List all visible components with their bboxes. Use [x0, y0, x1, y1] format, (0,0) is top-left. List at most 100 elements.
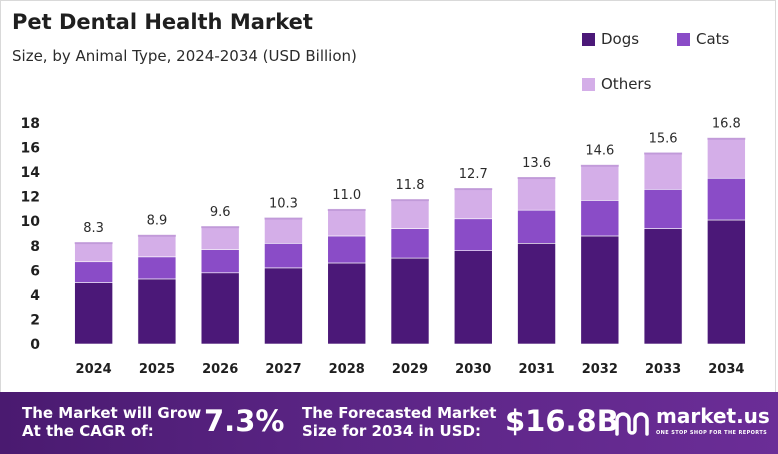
bar-segment-cats [137, 256, 177, 280]
bar-total-label: 9.6 [210, 205, 231, 220]
legend-swatch-others [582, 77, 595, 91]
y-tick-label: 6 [30, 263, 40, 279]
bar-total-label: 8.3 [83, 221, 104, 236]
summary-banner: The Market will Grow At the CAGR of: 7.3… [0, 392, 778, 454]
y-tick-label: 18 [21, 116, 40, 132]
brand-name: market.us [656, 404, 770, 428]
bar-total-label: 16.8 [712, 117, 741, 132]
bar-top-edge [454, 188, 493, 191]
x-tick-label: 2029 [392, 362, 428, 377]
bar-top-edge [327, 208, 366, 211]
y-tick-label: 2 [30, 312, 40, 328]
bar-segment-others [580, 164, 620, 201]
legend-item-dogs: Dogs [582, 30, 639, 48]
bar-segment-dogs [643, 228, 683, 345]
bar-segment-others [517, 176, 556, 211]
cagr-value: 7.3% [204, 404, 285, 438]
bar-top-edge [74, 242, 113, 245]
bar-segment-dogs [517, 243, 556, 345]
cagr-label: The Market will Grow At the CAGR of: [22, 404, 201, 440]
bar-segment-others [707, 137, 746, 179]
bar-top-edge [644, 152, 683, 155]
bar-top-edge [391, 199, 429, 202]
bar-segment-others [137, 234, 177, 258]
bar-total-label: 10.3 [269, 197, 298, 212]
bar-total-label: 8.9 [147, 214, 168, 229]
bar-segment-cats [74, 261, 113, 283]
y-tick-label: 12 [21, 190, 40, 206]
bar-segment-dogs [453, 250, 493, 345]
bar-segment-cats [707, 177, 746, 221]
forecast-label: The Forecasted Market Size for 2034 in U… [302, 404, 496, 440]
bar-total-label: 13.6 [522, 156, 551, 171]
stacked-bar-chart: 0 2 4 6 8 10 12 14 16 18 8.3 2024 8.9 2025 9.6 2026 10.3… [21, 116, 746, 377]
legend-swatch-dogs [582, 32, 595, 46]
chart-title: Pet Dental Health Market [12, 10, 313, 34]
legend-swatch-cats [677, 32, 690, 46]
bar-segment-others [74, 241, 113, 263]
y-tick-label: 16 [21, 141, 40, 157]
bar-segment-dogs [137, 278, 177, 345]
bar-segment-cats [390, 228, 430, 259]
bar-segment-dogs [390, 257, 430, 345]
y-tick-label: 0 [30, 337, 40, 353]
forecast-value: $16.8B [505, 404, 619, 438]
brand-tagline: ONE STOP SHOP FOR THE REPORTS [656, 430, 768, 436]
cagr-label-line1: The Market will Grow [22, 404, 202, 422]
x-tick-label: 2033 [645, 362, 681, 377]
bar-segment-cats [643, 189, 683, 229]
x-tick-label: 2026 [202, 362, 238, 377]
bar-segment-dogs [327, 262, 367, 345]
bar-segment-others [643, 152, 683, 190]
bar-total-label: 11.0 [332, 188, 361, 203]
bar-top-edge [201, 226, 240, 229]
market-us-logo-icon [615, 412, 649, 436]
bar-segment-dogs [74, 282, 113, 345]
forecast-label-line1: The Forecasted Market [302, 404, 497, 422]
x-tick-label: 2027 [265, 362, 301, 377]
bar-segment-others [327, 208, 367, 237]
y-tick-label: 4 [30, 288, 40, 304]
x-tick-label: 2028 [329, 362, 365, 377]
bar-top-edge [137, 234, 176, 237]
bar-top-edge [580, 164, 619, 167]
x-tick-label: 2024 [76, 362, 112, 377]
bar-segment-cats [200, 249, 240, 274]
x-tick-label: 2031 [518, 362, 554, 377]
bar-segment-others [200, 225, 240, 250]
y-tick-label: 10 [21, 214, 41, 230]
y-tick-label: 8 [30, 239, 40, 255]
bar-total-label: 11.8 [396, 178, 425, 193]
legend-label-others: Others [601, 75, 652, 93]
bar-total-label: 14.6 [585, 144, 614, 159]
bar-segment-dogs [200, 272, 240, 345]
bar-segment-cats [517, 209, 556, 244]
bar-segment-cats [264, 243, 303, 269]
bar-top-edge [517, 177, 556, 180]
legend-item-cats: Cats [677, 30, 729, 48]
bar-total-label: 12.7 [459, 167, 488, 182]
bar-segment-dogs [707, 219, 746, 345]
y-tick-label: 14 [21, 165, 41, 181]
bar-top-edge [264, 217, 303, 220]
legend-label-dogs: Dogs [601, 30, 640, 48]
bar-segment-others [390, 198, 430, 229]
bar-segment-others [453, 187, 493, 220]
legend-item-others: Others [582, 75, 651, 93]
bar-segment-dogs [264, 267, 303, 345]
forecast-label-line2: Size for 2034 in USD: [302, 422, 481, 440]
chart-subtitle: Size, by Animal Type, 2024-2034 (USD Bil… [12, 47, 357, 65]
cagr-label-line2: At the CAGR of: [22, 422, 154, 440]
bar-top-edge [707, 137, 746, 140]
bar-segment-others [264, 217, 303, 244]
x-tick-label: 2030 [455, 362, 491, 377]
x-tick-label: 2025 [139, 362, 175, 377]
bar-segment-cats [453, 218, 493, 251]
x-tick-label: 2034 [708, 362, 744, 377]
bar-segment-dogs [580, 235, 620, 345]
bar-segment-cats [327, 235, 367, 264]
bar-total-label: 15.6 [649, 131, 678, 146]
x-tick-label: 2032 [582, 362, 618, 377]
legend-label-cats: Cats [696, 30, 730, 48]
bar-segment-cats [580, 200, 620, 237]
